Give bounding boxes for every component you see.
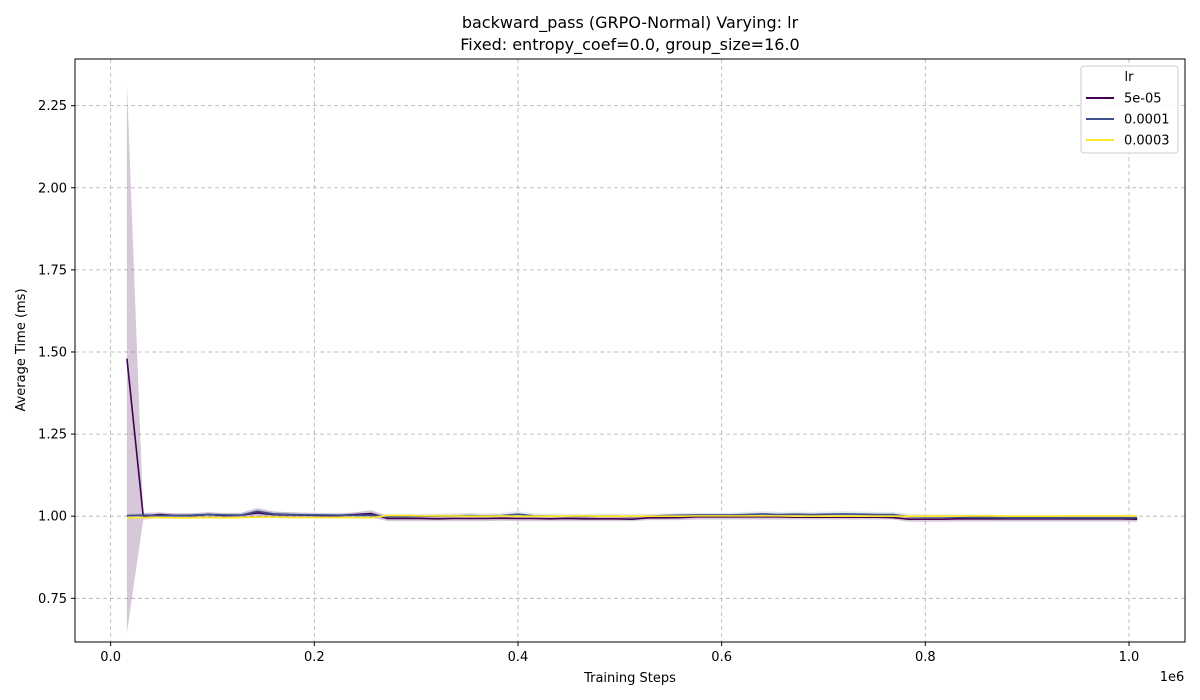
plot-area-frame <box>74 58 1186 643</box>
y-tick-label: 1.25 <box>38 428 67 443</box>
legend-title: lr <box>1125 70 1135 85</box>
x-tick-label: 0.8 <box>915 650 936 665</box>
y-tick-label: 2.25 <box>38 99 67 114</box>
x-axis-label: Training Steps <box>583 671 676 686</box>
legend: lr 5e-05 0.0001 0.0003 <box>1080 65 1179 154</box>
x-tick-label: 0.6 <box>711 650 732 665</box>
series-line-5e-05 <box>126 358 1138 520</box>
y-tick-label: 1.50 <box>38 345 67 360</box>
legend-label-5e-05: 5e-05 <box>1124 92 1162 107</box>
x-tick-label: 0.4 <box>508 650 529 665</box>
y-tick-label: 1.00 <box>38 510 67 525</box>
chart-title: backward_pass (GRPO-Normal) Varying: lr <box>462 13 799 33</box>
chart-subtitle: Fixed: entropy_coef=0.0, group_size=16.0 <box>460 35 799 55</box>
series-lines <box>126 358 1138 520</box>
y-tick-label: 1.75 <box>38 263 67 278</box>
x-axis-multiplier: 1e6 <box>1160 670 1185 685</box>
x-axis-ticks: 0.0 0.2 0.4 0.6 0.8 1.0 <box>100 642 1139 665</box>
y-axis-ticks: 0.75 1.00 1.25 1.50 1.75 2.00 2.25 <box>38 99 75 607</box>
x-tick-label: 0.0 <box>100 650 121 665</box>
y-tick-label: 2.00 <box>38 181 67 196</box>
grid <box>75 59 1185 642</box>
y-tick-label: 0.75 <box>38 592 67 607</box>
series-line-0.0003 <box>126 514 1138 519</box>
x-tick-label: 1.0 <box>1119 650 1140 665</box>
legend-label-0.0003: 0.0003 <box>1124 134 1170 149</box>
legend-label-0.0001: 0.0001 <box>1124 113 1170 128</box>
legend-box <box>1080 65 1179 154</box>
x-tick-label: 0.2 <box>304 650 325 665</box>
confidence-bands <box>126 84 1138 633</box>
legend-items: 5e-05 0.0001 0.0003 <box>1086 92 1170 149</box>
y-axis-label: Average Time (ms) <box>14 288 29 411</box>
band-5e-05 <box>126 84 1138 633</box>
